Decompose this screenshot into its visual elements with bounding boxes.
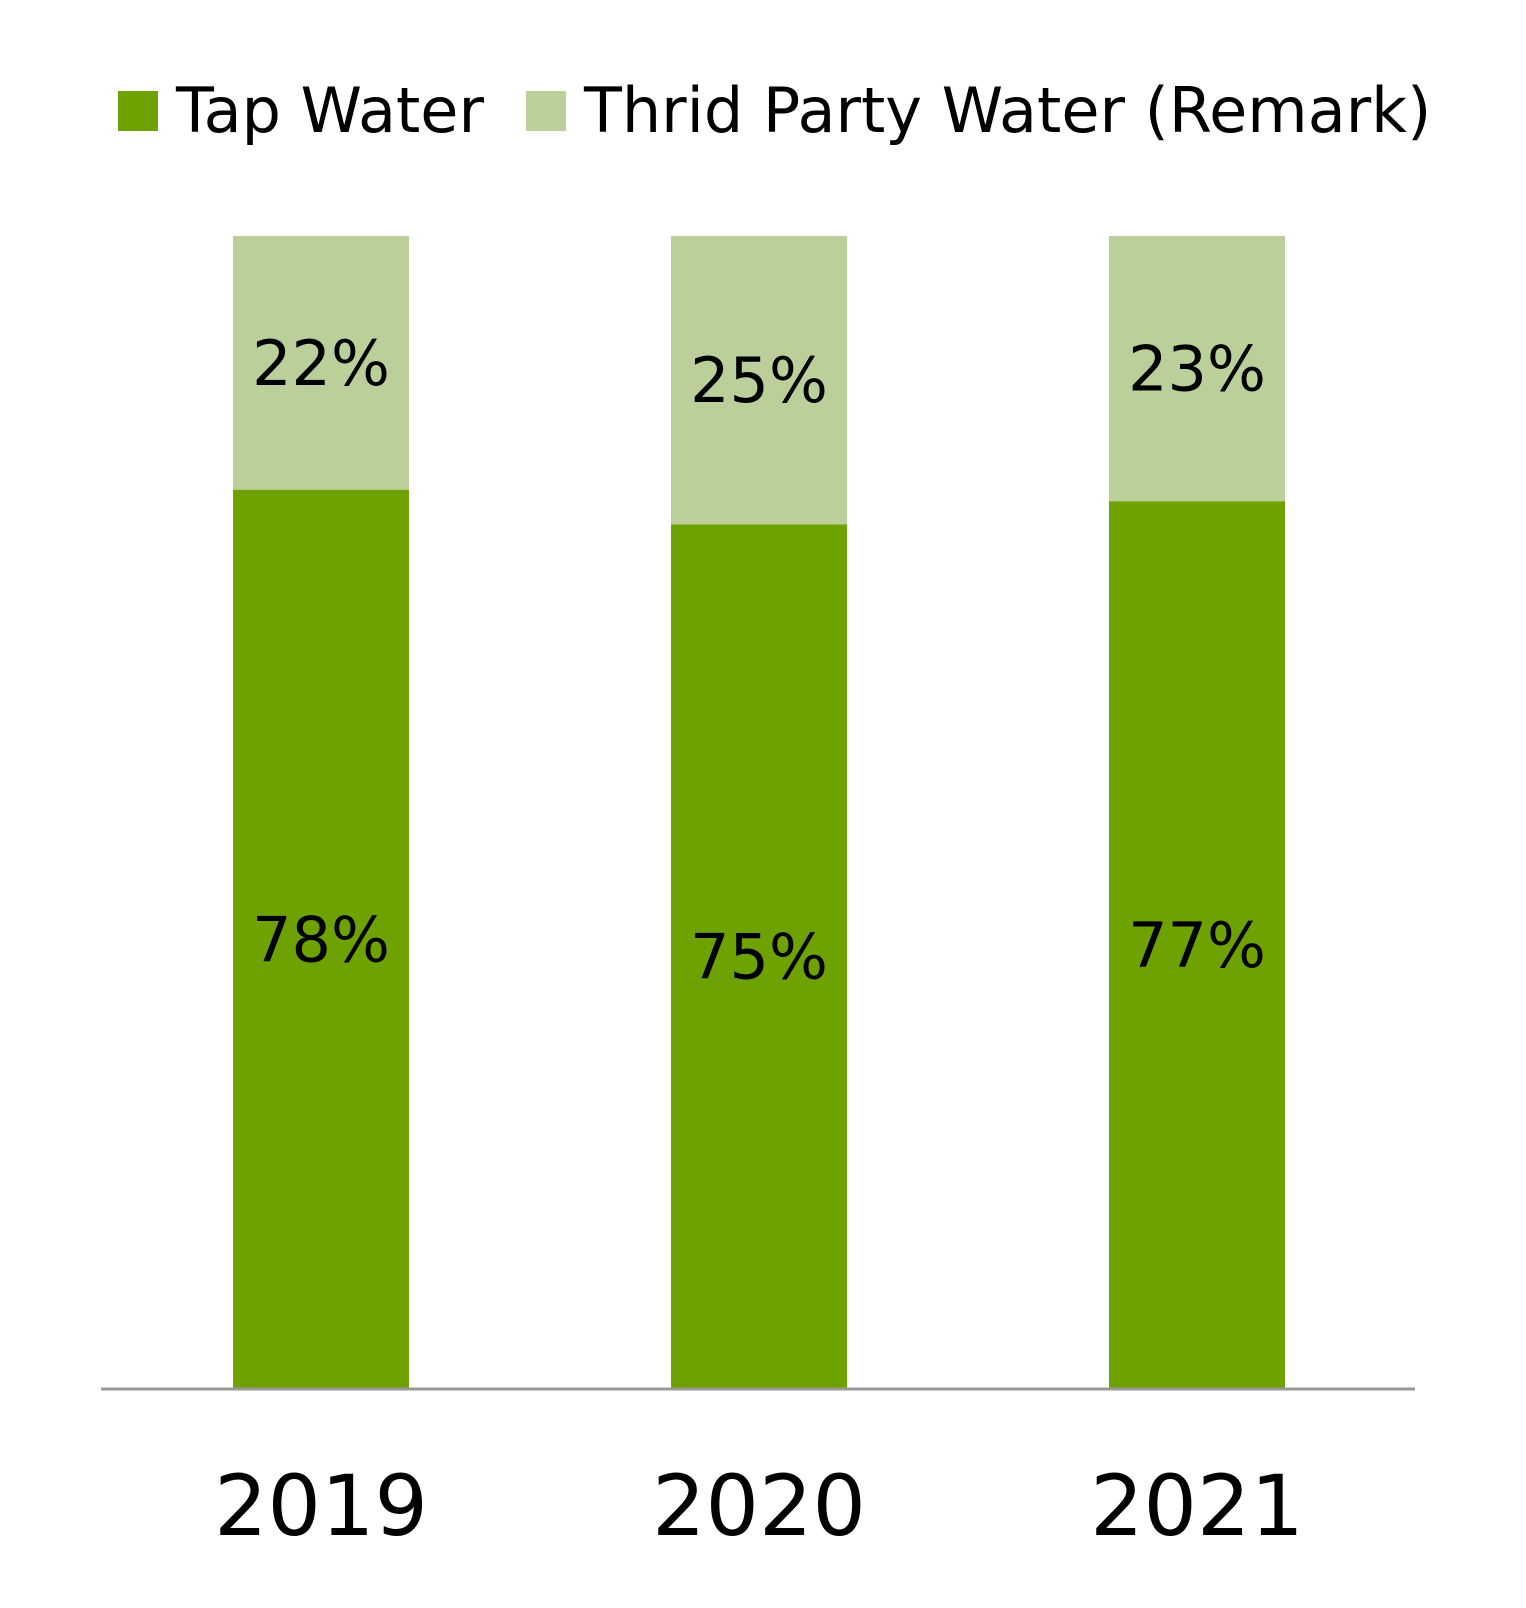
bar-third-party-water-2019 (233, 236, 409, 490)
data-label-third-party-water-2021: 23% (1128, 333, 1266, 406)
bar-third-party-water-2020 (671, 236, 847, 525)
legend-item-third-party-water: Thrid Party Water (Remark) (525, 74, 1432, 147)
data-label-third-party-water-2019: 22% (252, 327, 390, 400)
x-tick-label-2020: 2020 (652, 1457, 866, 1555)
bar-third-party-water-2021 (1109, 236, 1285, 502)
legend-label-third-party-water: Thrid Party Water (Remark) (583, 74, 1432, 147)
bar-tap-water-2019 (233, 489, 409, 1389)
bar-tap-water-2020 (671, 524, 847, 1389)
data-label-tap-water-2021: 77% (1128, 909, 1266, 982)
legend: Tap Water Thrid Party Water (Remark) (118, 80, 1473, 142)
legend-swatch-tap-water (118, 91, 158, 131)
x-tick-label-2019: 2019 (214, 1457, 428, 1555)
x-tick-label-2021: 2021 (1090, 1457, 1304, 1555)
bar-tap-water-2021 (1109, 501, 1285, 1389)
legend-item-tap-water: Tap Water (118, 80, 484, 142)
data-label-tap-water-2019: 78% (252, 903, 390, 976)
data-label-tap-water-2020: 75% (690, 921, 828, 994)
data-label-third-party-water-2020: 25% (690, 344, 828, 417)
legend-swatch-third-party-water (525, 91, 566, 131)
legend-label-tap-water: Tap Water (176, 74, 484, 147)
